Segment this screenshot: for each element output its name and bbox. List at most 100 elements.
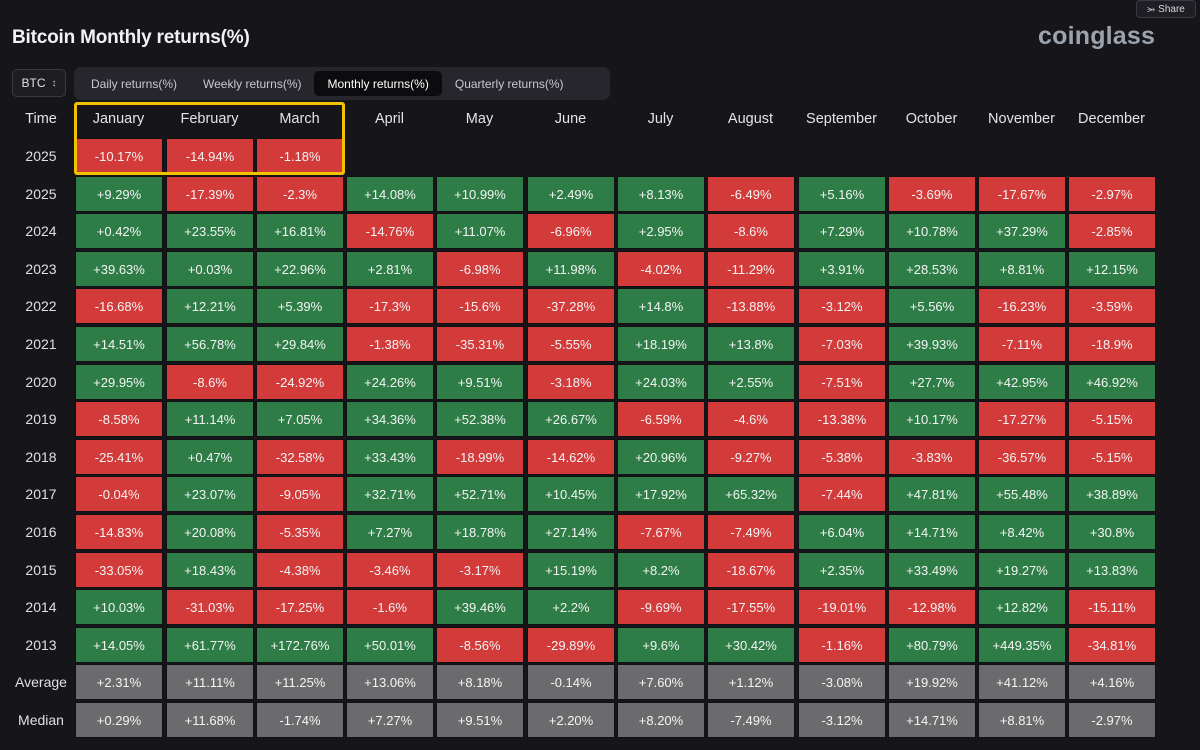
return-cell: -16.23% xyxy=(978,288,1066,324)
return-cell: +18.78% xyxy=(436,514,524,550)
return-cell: +1.12% xyxy=(707,664,795,700)
return-cell: -3.12% xyxy=(798,702,886,738)
return-cell: +14.71% xyxy=(888,514,976,550)
return-cell: -4.38% xyxy=(256,552,344,588)
return-cell: -24.92% xyxy=(256,364,344,400)
return-cell: +42.95% xyxy=(978,364,1066,400)
return-cell: +24.26% xyxy=(346,364,434,400)
return-cell: -18.99% xyxy=(436,439,524,475)
return-cell: +39.93% xyxy=(888,326,976,362)
tab-monthly-returns[interactable]: Monthly returns(%) xyxy=(314,71,442,96)
return-cell: +65.32% xyxy=(707,476,795,512)
return-cell: +8.81% xyxy=(978,702,1066,738)
return-cell: +2.49% xyxy=(527,176,615,212)
return-cell: +7.60% xyxy=(617,664,705,700)
row-label: 2020 xyxy=(25,374,57,390)
return-cell: -14.76% xyxy=(346,213,434,249)
return-cell: +14.8% xyxy=(617,288,705,324)
return-cell: -17.39% xyxy=(166,176,254,212)
month-header-december: December xyxy=(1078,111,1145,127)
return-cell: +12.82% xyxy=(978,589,1066,625)
share-button[interactable]: ⭃ Share xyxy=(1136,0,1196,18)
tab-quarterly-returns[interactable]: Quarterly returns(%) xyxy=(454,76,564,91)
return-cell: -6.49% xyxy=(707,176,795,212)
row-label: 2013 xyxy=(25,637,57,653)
return-cell: +41.12% xyxy=(978,664,1066,700)
return-cell: -12.98% xyxy=(888,589,976,625)
return-cell: +52.38% xyxy=(436,401,524,437)
row-label: 2018 xyxy=(25,449,57,465)
return-cell: -6.59% xyxy=(617,401,705,437)
return-cell: -25.41% xyxy=(75,439,163,475)
return-cell: +32.71% xyxy=(346,476,434,512)
return-cell: -17.3% xyxy=(346,288,434,324)
return-cell: +10.99% xyxy=(436,176,524,212)
return-cell: +14.71% xyxy=(888,702,976,738)
return-cell: -3.69% xyxy=(888,176,976,212)
return-cell: -17.27% xyxy=(978,401,1066,437)
asset-select[interactable]: BTC ↕ xyxy=(12,69,66,97)
return-cell: -9.27% xyxy=(707,439,795,475)
tab-daily-returns[interactable]: Daily returns(%) xyxy=(91,76,178,91)
return-cell: -8.58% xyxy=(75,401,163,437)
return-cell: +39.46% xyxy=(436,589,524,625)
return-cell: +17.92% xyxy=(617,476,705,512)
return-cell: +2.35% xyxy=(798,552,886,588)
return-cell: -13.88% xyxy=(707,288,795,324)
return-cell: -32.58% xyxy=(256,439,344,475)
month-header-march: March xyxy=(279,111,320,127)
return-cell: +14.51% xyxy=(75,326,163,362)
tab-weekly-returns[interactable]: Weekly returns(%) xyxy=(203,76,302,91)
return-cell: +24.03% xyxy=(617,364,705,400)
return-cell: -3.08% xyxy=(798,664,886,700)
return-cell: -7.11% xyxy=(978,326,1066,362)
return-cell: -0.04% xyxy=(75,476,163,512)
return-cell: -6.96% xyxy=(527,213,615,249)
row-label: 2015 xyxy=(25,562,57,578)
return-cell: +9.51% xyxy=(436,702,524,738)
return-cell: +5.56% xyxy=(888,288,976,324)
return-cell: +29.84% xyxy=(256,326,344,362)
row-label: 2022 xyxy=(25,298,57,314)
return-cell: -37.28% xyxy=(527,288,615,324)
return-cell: +30.42% xyxy=(707,627,795,663)
return-cell: +11.25% xyxy=(256,664,344,700)
return-cell: +10.17% xyxy=(888,401,976,437)
return-cell: +14.05% xyxy=(75,627,163,663)
month-header-july: July xyxy=(647,111,674,127)
return-cell: -34.81% xyxy=(1068,627,1156,663)
return-cell: -3.12% xyxy=(798,288,886,324)
return-cell: -17.25% xyxy=(256,589,344,625)
return-cell: -7.44% xyxy=(798,476,886,512)
coinglass-logo: coinglass xyxy=(1038,22,1156,50)
return-cell: +12.15% xyxy=(1068,251,1156,287)
return-cell: +172.76% xyxy=(256,627,344,663)
return-cell: -5.15% xyxy=(1068,439,1156,475)
return-cell: -3.83% xyxy=(888,439,976,475)
return-cell: +52.71% xyxy=(436,476,524,512)
return-cell: +2.2% xyxy=(527,589,615,625)
return-cell: -2.97% xyxy=(1068,702,1156,738)
return-cell: +0.47% xyxy=(166,439,254,475)
return-cell: +449.35% xyxy=(978,627,1066,663)
return-cell: -1.74% xyxy=(256,702,344,738)
return-cell: +10.78% xyxy=(888,213,976,249)
return-cell: -1.16% xyxy=(798,627,886,663)
return-cell: +13.06% xyxy=(346,664,434,700)
return-cell: -7.03% xyxy=(798,326,886,362)
return-cell: +7.27% xyxy=(346,514,434,550)
return-cell: -31.03% xyxy=(166,589,254,625)
return-cell: +13.8% xyxy=(707,326,795,362)
return-cell: +27.7% xyxy=(888,364,976,400)
return-cell: -0.14% xyxy=(527,664,615,700)
month-header-september: September xyxy=(806,111,877,127)
time-column-header: Time xyxy=(25,111,57,127)
return-cell: -35.31% xyxy=(436,326,524,362)
return-cell: -1.18% xyxy=(256,138,344,174)
row-label: 2017 xyxy=(25,486,57,502)
return-cell: -9.69% xyxy=(617,589,705,625)
return-cell: +23.55% xyxy=(166,213,254,249)
chevron-up-down-icon: ↕ xyxy=(51,77,57,89)
return-cell: -5.38% xyxy=(798,439,886,475)
row-label: 2025 xyxy=(25,186,57,202)
